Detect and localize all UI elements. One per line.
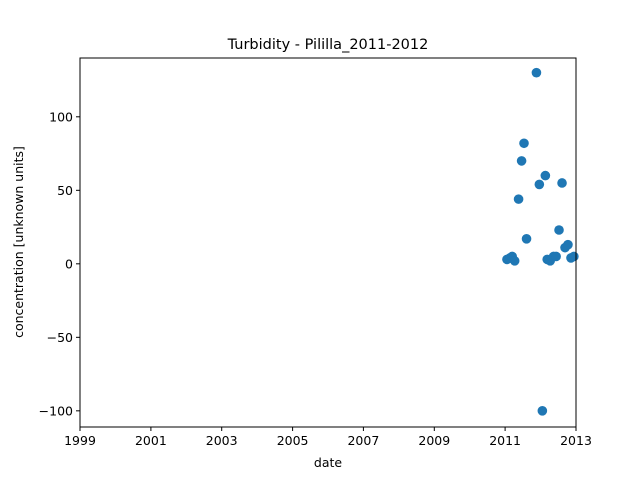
plot-frame xyxy=(79,57,577,428)
data-point xyxy=(537,406,548,416)
data-points xyxy=(502,67,579,416)
data-point xyxy=(557,178,567,188)
data-point xyxy=(509,256,520,266)
x-axis-label: date xyxy=(314,455,342,470)
x-tick-label: 1999 xyxy=(64,433,96,448)
x-tick-label: 2005 xyxy=(277,433,309,448)
y-tick-label: −100 xyxy=(39,403,73,418)
y-tick-label: 50 xyxy=(57,183,73,198)
data-point xyxy=(569,251,579,262)
x-tick-label: 2007 xyxy=(347,433,379,448)
axis-ticks: 1999 2001 2003 2005 2007 2009 2011 2013 −100 −50 0… xyxy=(39,109,592,448)
data-point xyxy=(551,251,561,262)
x-tick-label: 2003 xyxy=(206,433,238,448)
data-point xyxy=(540,170,551,181)
x-tick-label: 2011 xyxy=(489,433,521,448)
x-tick-label: 2013 xyxy=(560,433,592,448)
data-point xyxy=(534,179,545,190)
y-tick-label: −50 xyxy=(47,330,73,345)
data-point xyxy=(531,67,542,78)
y-axis-label: concentration [unknown units] xyxy=(11,146,26,338)
x-tick-label: 2001 xyxy=(135,433,167,448)
data-point xyxy=(521,234,532,244)
data-point xyxy=(513,194,524,204)
x-tick-label: 2009 xyxy=(418,433,450,448)
chart-title: Turbidity - Pililla_2011-2012 xyxy=(227,37,429,53)
y-tick-label: 0 xyxy=(65,256,73,271)
data-point xyxy=(519,138,529,149)
data-point xyxy=(563,239,573,250)
data-point xyxy=(554,225,564,235)
data-point xyxy=(516,156,527,166)
y-tick-label: 100 xyxy=(49,109,73,124)
